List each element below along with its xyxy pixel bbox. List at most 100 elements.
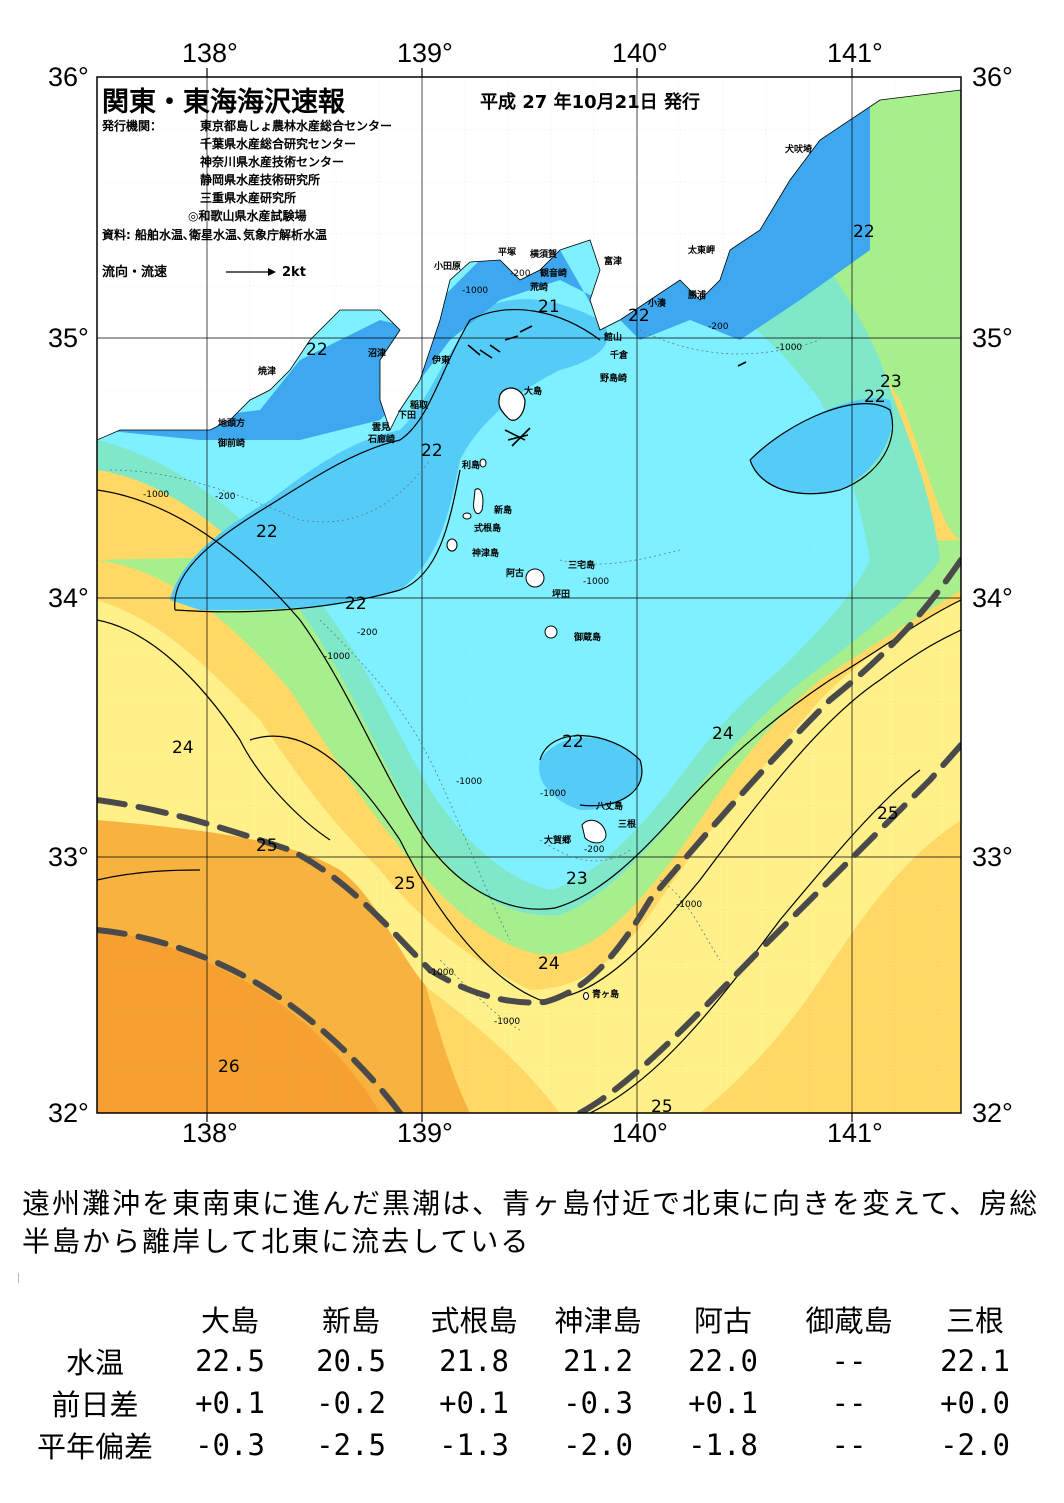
isotherm-label: 22 (306, 340, 328, 360)
table-col-header: 式根島 (430, 1304, 518, 1338)
place-label: 小湊 (648, 299, 667, 309)
island-oshima (498, 387, 526, 421)
table-row-header: 水温 (65, 1346, 124, 1380)
lat-label-34-right: 34° (972, 583, 1013, 613)
place-label: 勝浦 (688, 291, 707, 301)
place-label: 稲取 (410, 401, 429, 411)
depth-label: -200 (584, 845, 605, 855)
isotherm-label: 22 (864, 387, 886, 407)
island-niijima (473, 488, 484, 515)
isotherm-label: 24 (172, 738, 194, 758)
flow-legend-arrow (226, 268, 276, 276)
place-label: 平塚 (498, 248, 517, 258)
table-cell: 20.5 (316, 1344, 386, 1378)
lat-label-33-right: 33° (972, 842, 1013, 872)
isotherm-label: 25 (877, 804, 899, 824)
table-header-row: 大島 新島 式根島 神津島 阿古 御蔵島 三根 (20, 1298, 1038, 1340)
place-label: 石廊崎 (368, 435, 396, 445)
flow-legend-speed: 2kt (282, 265, 306, 280)
place-label: 荒崎 (530, 283, 549, 293)
table-row: 平年偏差 -0.3 -2.5 -1.3 -2.0 -1.8 -- -2.0 (20, 1424, 1038, 1466)
table-col-header: 阿古 (693, 1304, 752, 1338)
table-col-header: 御蔵島 (805, 1304, 893, 1338)
island-mikurajima (544, 625, 558, 639)
water-22-tongue (170, 299, 608, 610)
isotherm-label: 22 (853, 222, 875, 242)
publisher-4: 静岡県水産技術研究所 (200, 173, 321, 187)
place-label: 雲見 (372, 423, 391, 433)
water-21-coastal (100, 100, 870, 440)
table-col-header: 神津島 (554, 1304, 642, 1338)
lon-label-138-bottom: 138° (182, 1118, 238, 1148)
depth-label: -1000 (428, 968, 455, 978)
isotherm-label: 25 (256, 836, 278, 856)
depth-label: -1000 (540, 789, 567, 799)
place-label: 青ヶ島 (592, 990, 620, 1000)
table-cell: -0.3 (195, 1428, 265, 1462)
publisher-3: 神奈川県水産技術センター (200, 155, 345, 169)
lon-label-138-top: 138° (182, 38, 238, 68)
depth-label: -1000 (143, 490, 170, 500)
lon-label-139-bottom: 139° (397, 1118, 453, 1148)
isotherm-label: 22 (421, 441, 443, 461)
place-label: 観音崎 (540, 269, 568, 279)
table-row-header: 平年偏差 (36, 1430, 153, 1464)
publisher-label: 発行機関： (102, 119, 163, 133)
lon-label-141-top: 141° (827, 38, 883, 68)
island-hachijojima (581, 819, 607, 844)
isotherm-lines (97, 309, 961, 1113)
fine-grid (97, 77, 961, 1113)
table-cell: +0.0 (940, 1386, 1010, 1420)
water-22-hachijo (539, 737, 642, 810)
table-corner (20, 1298, 170, 1340)
table-cell: -0.3 (563, 1386, 633, 1420)
lat-label-35-left: 35° (48, 323, 89, 353)
place-label: 新島 (494, 506, 513, 516)
place-label: 太東岬 (688, 246, 716, 256)
place-label: 焼津 (258, 367, 277, 377)
place-label: 阿古 (506, 569, 525, 579)
isotherm-label: 23 (880, 372, 902, 392)
isotherm-label: 25 (394, 874, 416, 894)
depth-label: -1000 (324, 652, 351, 662)
island-toshima (479, 458, 487, 468)
depth-label: -1000 (494, 1017, 521, 1027)
lat-label-32-right: 32° (972, 1098, 1013, 1128)
lon-label-141-bottom: 141° (827, 1118, 883, 1148)
depth-label: -200 (357, 628, 378, 638)
flow-arrows (467, 325, 747, 447)
island-kozushima (446, 538, 458, 552)
margin-tick (18, 1273, 19, 1283)
table-cell: -1.8 (688, 1428, 758, 1462)
depth-contours (109, 329, 821, 1031)
place-label: 坪田 (552, 590, 571, 600)
table-cell: -- (831, 1386, 867, 1420)
island-shikinejima (462, 512, 472, 520)
isotherm-label: 25 (651, 1097, 673, 1117)
sea-temperature-map (96, 68, 962, 1122)
table-cell: -- (831, 1428, 867, 1462)
table-cell: -- (831, 1344, 867, 1378)
isotherm-label: 26 (218, 1057, 240, 1077)
lat-label-35-right: 35° (972, 323, 1013, 353)
place-label: 小田原 (434, 262, 462, 272)
map-title: 関東・東海海沢速報 (102, 87, 345, 118)
table-cell: 22.0 (688, 1344, 758, 1378)
depth-label: -1000 (462, 286, 489, 296)
place-label: 利島 (462, 461, 481, 471)
place-label: 大賀郷 (544, 836, 572, 846)
table-col-header: 新島 (321, 1304, 380, 1338)
degree-grid (97, 77, 961, 1113)
isotherm-label: 22 (256, 522, 278, 542)
place-label: 地頭方 (218, 419, 246, 429)
lon-label-140-bottom: 140° (612, 1118, 668, 1148)
table-cell: +0.1 (439, 1386, 509, 1420)
lon-label-140-top: 140° (612, 38, 668, 68)
isotherm-label: 24 (712, 724, 734, 744)
water-26-core (97, 930, 380, 1113)
map-frame (96, 76, 962, 1114)
table-cell: -0.2 (316, 1386, 386, 1420)
table-col-header: 大島 (200, 1304, 259, 1338)
place-label: 千倉 (610, 351, 629, 361)
isotherm-label: 24 (538, 954, 560, 974)
